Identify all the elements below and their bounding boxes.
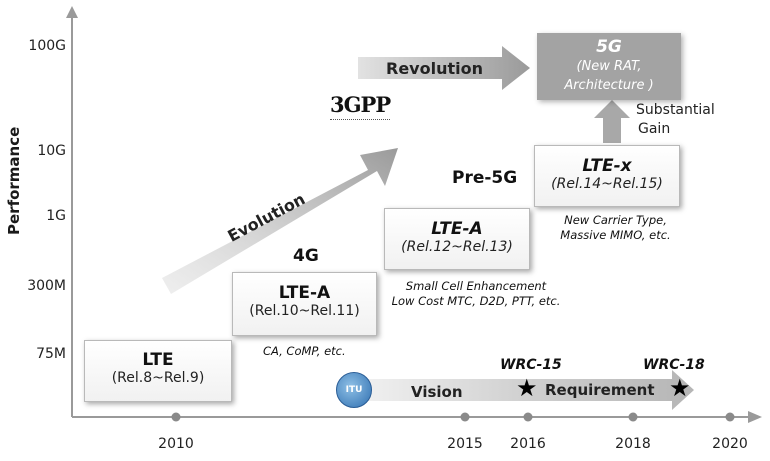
- wrc15-star-icon: ★: [516, 374, 538, 402]
- x-tick-dot-2018: [628, 412, 638, 422]
- five-g-box-title: 5G: [596, 37, 622, 57]
- y-axis-arrowhead: [66, 6, 78, 18]
- threegpp-logo-text: 3GPP: [330, 92, 391, 117]
- y-tick-75m: 75M: [36, 346, 66, 362]
- five-g-box-line2: Architecture ): [564, 78, 654, 93]
- threegpp-logo: 3GPP: [330, 92, 392, 132]
- small-cell-note: Small Cell Enhancement Low Cost MTC, D2D…: [386, 279, 566, 309]
- itu-logo: ITU: [336, 372, 372, 408]
- small-cell-note-line2: Low Cost MTC, D2D, PTT, etc.: [391, 294, 561, 308]
- gain-label-line2: Gain: [638, 121, 671, 137]
- y-tick-1g: 1G: [46, 208, 66, 224]
- lte-a-4g-box-title: LTE-A: [278, 283, 331, 303]
- requirement-label: Requirement: [545, 381, 655, 399]
- lte-x-box-releases: (Rel.14~Rel.15): [551, 176, 663, 192]
- pre-5g-label: Pre-5G: [452, 168, 518, 188]
- x-tick-2018: 2018: [615, 436, 651, 452]
- small-cell-note-line1: Small Cell Enhancement: [405, 279, 547, 293]
- five-g-box-line1: (New RAT,: [576, 59, 642, 74]
- vision-label: Vision: [411, 383, 463, 401]
- lte-x-box: LTE-x (Rel.14~Rel.15): [534, 145, 680, 207]
- y-tick-300m: 300M: [27, 278, 66, 294]
- x-tick-2020: 2020: [712, 436, 748, 452]
- itu-logo-text: ITU: [345, 385, 363, 395]
- gain-label: Substantial Gain: [636, 101, 715, 139]
- lte-a-4g-box: LTE-A (Rel.10~Rel.11): [232, 272, 377, 336]
- lte-box: LTE (Rel.8~Rel.9): [84, 340, 232, 402]
- lte-box-title: LTE: [142, 350, 174, 370]
- five-g-box: 5G (New RAT, Architecture ): [537, 33, 681, 100]
- lte-x-box-title: LTE-x: [582, 156, 632, 176]
- lte-a-4g-box-releases: (Rel.10~Rel.11): [249, 303, 360, 319]
- wrc18-star-icon: ★: [669, 374, 691, 402]
- x-tick-2015: 2015: [447, 436, 483, 452]
- y-tick-10g: 10G: [37, 143, 66, 159]
- ca-comp-note: CA, CoMP, etc.: [263, 344, 346, 358]
- x-tick-dot-2020: [725, 412, 735, 422]
- revolution-label: Revolution: [386, 59, 483, 78]
- four-g-label: 4G: [293, 246, 319, 266]
- wrc15-label: WRC-15: [500, 357, 562, 373]
- y-tick-100g: 100G: [28, 38, 66, 54]
- threegpp-logo-tagline: [330, 119, 390, 122]
- x-tick-dot-2010: [171, 412, 181, 422]
- x-tick-2016: 2016: [510, 436, 546, 452]
- lte-box-releases: (Rel.8~Rel.9): [111, 370, 205, 386]
- new-carrier-note-line1: New Carrier Type,: [564, 213, 667, 227]
- lte-a-pre5g-box: LTE-A (Rel.12~Rel.13): [384, 208, 530, 270]
- gain-label-line1: Substantial: [636, 102, 715, 118]
- lte-a-pre5g-box-title: LTE-A: [431, 219, 483, 239]
- new-carrier-note: New Carrier Type, Massive MIMO, etc.: [553, 213, 678, 243]
- wrc18-label: WRC-18: [643, 357, 705, 373]
- x-tick-dot-2016: [523, 412, 533, 422]
- x-axis-arrowhead: [748, 411, 762, 423]
- x-tick-dot-2015: [460, 412, 470, 422]
- lte-a-pre5g-box-releases: (Rel.12~Rel.13): [401, 239, 513, 255]
- new-carrier-note-line2: Massive MIMO, etc.: [560, 228, 671, 242]
- x-tick-2010: 2010: [158, 436, 194, 452]
